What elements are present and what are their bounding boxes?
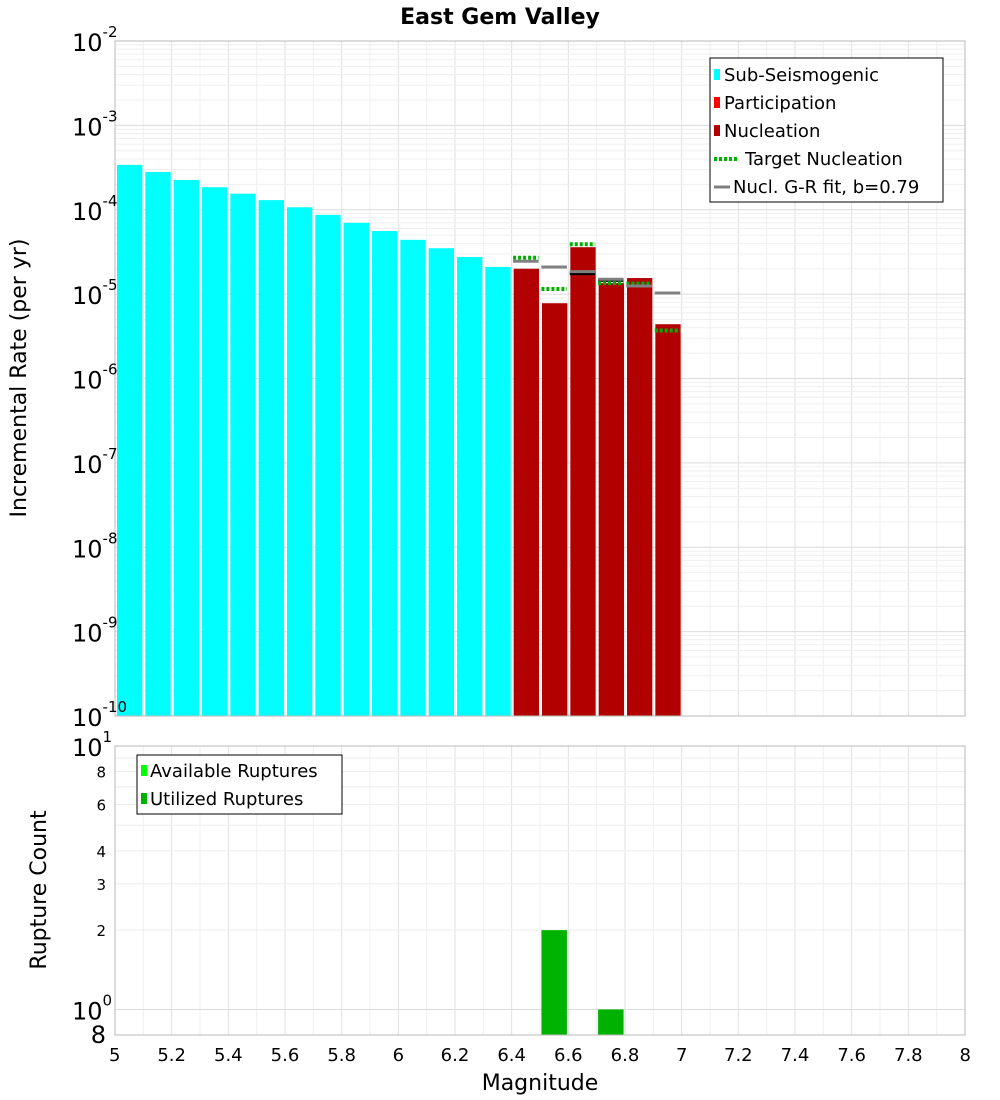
x-tick-label: 5.4 xyxy=(214,1045,243,1066)
y-tick-label: 2 xyxy=(96,922,106,940)
y-tick-label: 10-6 xyxy=(72,361,118,395)
bar-utilized-ruptures xyxy=(598,1009,624,1035)
legend-box xyxy=(709,57,944,203)
top-plot-frame xyxy=(114,40,966,717)
legend-swatch xyxy=(141,793,147,804)
bar-nucleation xyxy=(570,247,596,716)
bar-sub-seismogenic xyxy=(287,207,313,716)
legend-label: Participation xyxy=(724,93,836,114)
bar-sub-seismogenic xyxy=(372,230,398,716)
legend-label: Nucleation xyxy=(724,121,820,142)
legend-swatch xyxy=(714,97,720,108)
y-tick-label: 101 xyxy=(72,728,112,762)
bar-sub-seismogenic xyxy=(230,193,256,716)
x-tick-label: 6.4 xyxy=(497,1045,526,1066)
x-tick-label: 7.4 xyxy=(781,1045,810,1066)
y-tick-label: 10-8 xyxy=(72,529,118,563)
y-tick-label: 8 xyxy=(91,1021,106,1049)
bar-sub-seismogenic xyxy=(485,266,511,716)
bar-sub-seismogenic xyxy=(173,180,199,716)
y-tick-label: 10-9 xyxy=(72,614,118,648)
legend-swatch xyxy=(714,69,720,80)
y-tick-label: 10-10 xyxy=(72,698,127,732)
legend-label: Utilized Ruptures xyxy=(150,789,303,810)
y-tick-label: 3 xyxy=(96,876,106,894)
x-tick-label: 6.2 xyxy=(441,1045,470,1066)
bar-nucleation xyxy=(542,303,568,716)
y-tick-label: 10-2 xyxy=(72,23,118,57)
x-tick-label: 5.2 xyxy=(157,1045,186,1066)
bar-nucleation xyxy=(598,283,624,716)
y-tick-label: 10-7 xyxy=(72,445,118,479)
y-tick-label: 100 xyxy=(72,991,112,1025)
bar-utilized-ruptures xyxy=(541,930,567,1035)
top-marks xyxy=(513,242,681,333)
legend-label: Target Nucleation xyxy=(744,149,903,170)
bottom-plot-frame xyxy=(114,745,966,1036)
bar-sub-seismogenic xyxy=(258,200,284,716)
y-tick-label: 8 xyxy=(96,764,106,782)
x-tick-label: 5.8 xyxy=(327,1045,356,1066)
bar-sub-seismogenic xyxy=(315,214,341,716)
y-tick-label: 6 xyxy=(96,796,106,814)
legend-label: Nucl. G-R fit, b=0.79 xyxy=(733,177,919,198)
legend-swatch xyxy=(714,125,720,136)
bottom-y-axis-label: Rupture Count xyxy=(27,810,52,970)
legend-label: Available Ruptures xyxy=(150,761,318,782)
top-legend: Sub-Seismogenic Participation Nucleation Ta… xyxy=(709,57,944,203)
x-tick-label: 8 xyxy=(960,1045,971,1066)
bar-sub-seismogenic xyxy=(202,187,228,716)
top-y-ticks: 10-2 10-3 10-4 10-5 10-6 10-7 10-8 10-9 10-10 xyxy=(72,23,127,732)
x-tick-label: 5.6 xyxy=(271,1045,300,1066)
x-tick-label: 7.8 xyxy=(894,1045,923,1066)
top-y-axis-label: Incremental Rate (per yr) xyxy=(7,239,32,518)
legend-box xyxy=(136,754,343,815)
top-bars xyxy=(117,164,681,717)
x-tick-label: 7 xyxy=(676,1045,687,1066)
x-tick-label: 6.6 xyxy=(554,1045,583,1066)
bar-sub-seismogenic xyxy=(457,257,483,716)
x-axis-label: Magnitude xyxy=(482,1071,599,1096)
bar-sub-seismogenic xyxy=(343,222,369,716)
y-tick-label: 10-5 xyxy=(72,276,118,310)
bar-sub-seismogenic xyxy=(428,248,454,717)
bar-sub-seismogenic xyxy=(145,172,171,716)
y-tick-label: 10-4 xyxy=(72,192,118,226)
bar-sub-seismogenic xyxy=(400,239,426,716)
chart-title: East Gem Valley xyxy=(400,5,600,30)
x-tick-label: 6 xyxy=(393,1045,404,1066)
y-tick-label: 10-3 xyxy=(72,107,118,141)
y-tick-label: 4 xyxy=(96,843,106,861)
x-tick-label: 6.8 xyxy=(611,1045,640,1066)
bar-nucleation xyxy=(627,278,653,716)
bar-nucleation xyxy=(655,324,681,716)
x-tick-label: 7.6 xyxy=(837,1045,866,1066)
legend-label: Sub-Seismogenic xyxy=(724,65,879,86)
bar-sub-seismogenic xyxy=(117,164,143,716)
x-tick-label: 7.2 xyxy=(724,1045,753,1066)
bar-nucleation xyxy=(513,268,539,716)
x-ticks: 5 5.2 5.4 5.6 5.8 6 6.2 6.4 6.6 6.8 7 7.2 7.4 7.6 7.8 8 xyxy=(109,1045,971,1066)
x-tick-label: 5 xyxy=(109,1045,120,1066)
bottom-legend: Available Ruptures Utilized Ruptures xyxy=(136,754,343,815)
legend-swatch xyxy=(141,765,147,776)
bottom-bars xyxy=(541,930,624,1035)
